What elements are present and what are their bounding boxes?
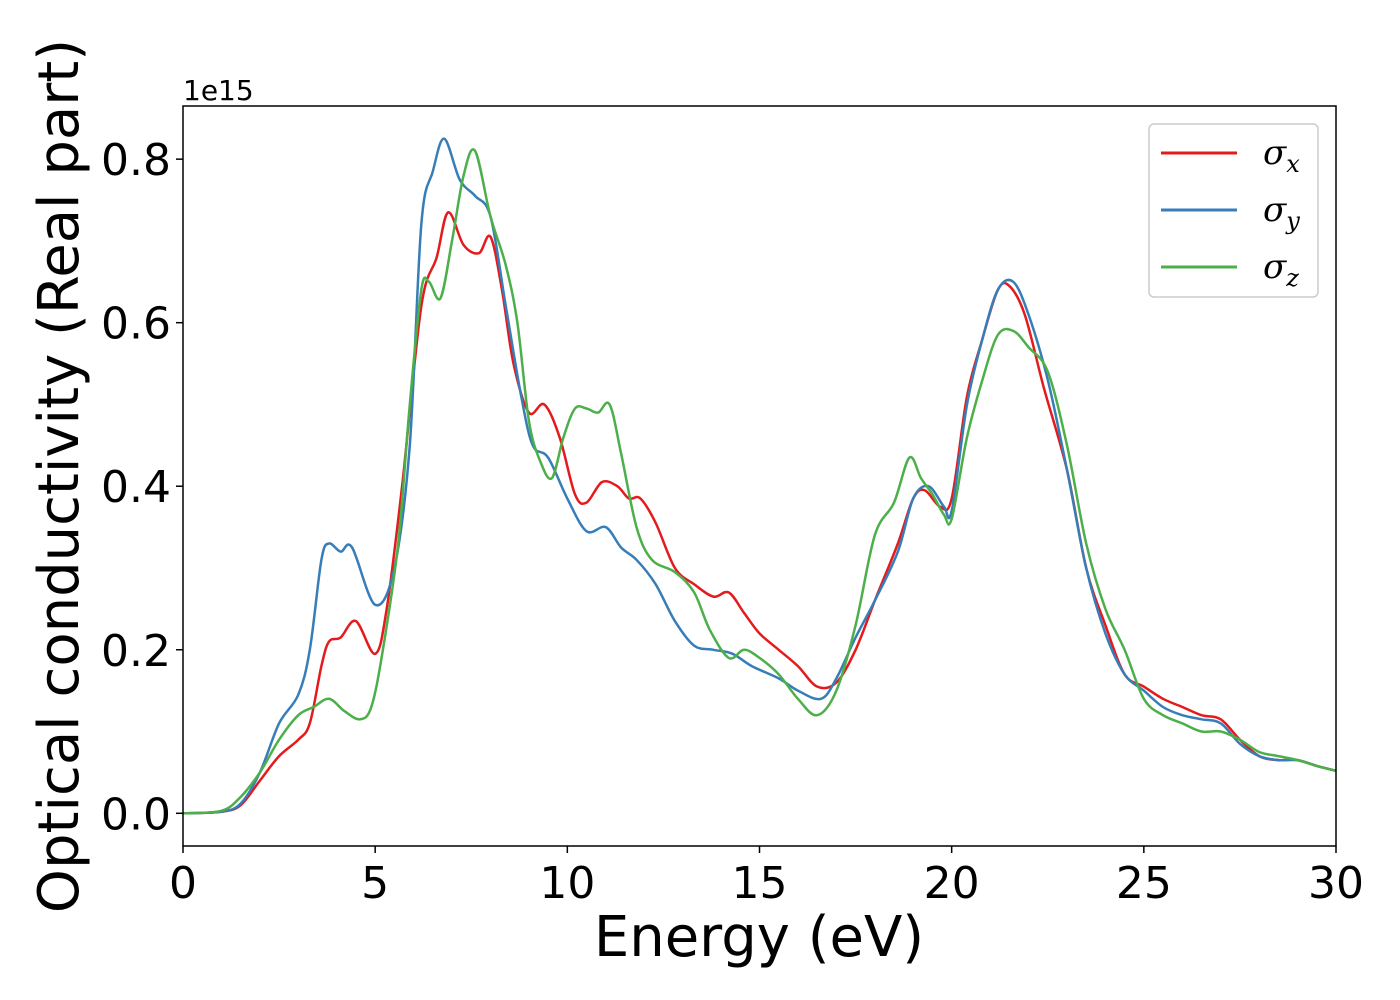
- x-tick-label: 15: [732, 858, 788, 909]
- x-axis-title: Energy (eV): [594, 905, 924, 970]
- y-tick-label: 0.2: [101, 626, 171, 677]
- series-layer: [182, 137, 1337, 815]
- y-tick-label: 0.6: [101, 299, 171, 350]
- x-tick-label: 0: [169, 858, 197, 909]
- x-tick-label: 30: [1308, 858, 1364, 909]
- y-tick-label: 0.4: [101, 462, 171, 513]
- x-tick-label: 20: [924, 858, 980, 909]
- x-tick-label: 10: [539, 858, 595, 909]
- series-line-z: [182, 148, 1337, 815]
- x-tick-label: 5: [361, 858, 389, 909]
- legend-label-x: σx: [1263, 133, 1300, 178]
- series-line-y: [182, 137, 1337, 815]
- y-tick-label: 0.8: [101, 135, 171, 186]
- y-axis: 0.0 0.2 0.4 0.6 0.8: [101, 135, 183, 840]
- y-offset-label: 1e15: [183, 74, 254, 107]
- x-axis: 0 5 10 15 20 25 30: [169, 846, 1364, 909]
- y-axis-title: Optical conductivity (Real part): [27, 39, 92, 913]
- legend-label-y: σy: [1263, 190, 1300, 235]
- series-line-x: [182, 211, 1337, 815]
- x-tick-label: 25: [1116, 858, 1172, 909]
- y-tick-label: 0.0: [101, 789, 171, 840]
